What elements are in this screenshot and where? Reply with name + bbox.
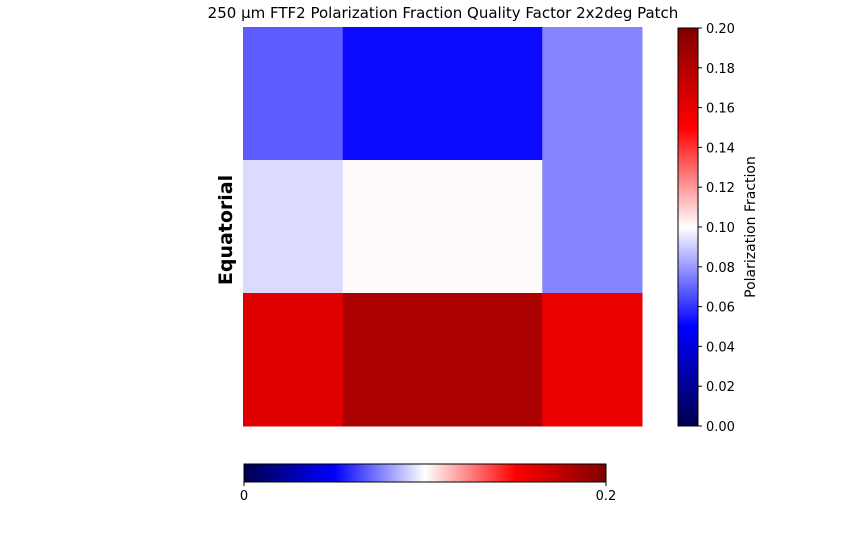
heatmap-cell-r1-c1 <box>342 160 543 294</box>
heatmap-cell-r0-c1 <box>342 27 543 161</box>
vertical-colorbar-tick-label: 0.08 <box>706 261 735 276</box>
vertical-colorbar-tick-label: 0.20 <box>706 22 735 37</box>
heatmap-cell-r0-c3 <box>542 27 643 161</box>
horizontal-colorbar-tick-label: 0.2 <box>596 489 617 504</box>
row-label-equatorial: Equatorial <box>215 175 237 285</box>
vertical-colorbar-tick-label: 0.12 <box>706 181 735 196</box>
heatmap-cell-r1-c0 <box>243 160 344 294</box>
heatmap-cell-r2-c3 <box>542 293 643 427</box>
heatmap-grid <box>243 27 643 427</box>
vertical-colorbar-tick-label: 0.16 <box>706 102 735 117</box>
vertical-colorbar <box>677 27 699 427</box>
heatmap-cell-r0-c0 <box>243 27 344 161</box>
heatmap-cell-r1-c3 <box>542 160 643 294</box>
vertical-colorbar-tick-label: 0.06 <box>706 301 735 316</box>
vertical-colorbar-tick-label: 0.10 <box>706 221 735 236</box>
horizontal-colorbar <box>243 463 607 483</box>
vertical-colorbar-tick-label: 0.18 <box>706 62 735 77</box>
horizontal-colorbar-tick-label: 0 <box>240 489 248 504</box>
vertical-colorbar-tick-label: 0.04 <box>706 340 735 355</box>
vertical-colorbar-tick-label: 0.02 <box>706 380 735 395</box>
horizontal-colorbar-ticks: 0 0.2 <box>240 482 616 504</box>
vertical-colorbar-tick-label: 0.14 <box>706 141 735 156</box>
heatmap-cell-r2-c0 <box>243 293 344 427</box>
vertical-colorbar-ticks: 0.00 0.02 0.04 0.06 0.08 0.10 0.12 0.14 0.16 0.18… <box>698 22 735 435</box>
heatmap-cell-r2-c1 <box>342 293 543 427</box>
colorbar-label: Polarization Fraction <box>743 156 759 298</box>
chart-title: 250 μm FTF2 Polarization Fraction Qualit… <box>208 4 679 22</box>
vertical-colorbar-tick-label: 0.00 <box>706 420 735 435</box>
